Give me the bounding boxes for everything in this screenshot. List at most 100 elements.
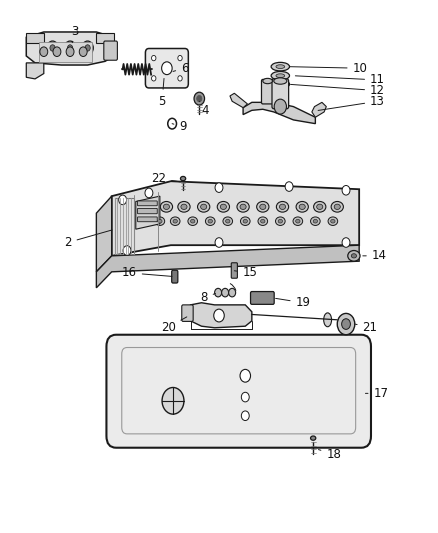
Ellipse shape (198, 201, 210, 212)
Circle shape (342, 185, 350, 195)
Circle shape (274, 99, 286, 114)
Text: 13: 13 (318, 95, 385, 110)
Circle shape (47, 41, 58, 55)
FancyBboxPatch shape (26, 33, 44, 43)
Ellipse shape (328, 217, 338, 225)
Polygon shape (230, 93, 247, 108)
Ellipse shape (220, 204, 226, 209)
Polygon shape (96, 196, 112, 272)
Ellipse shape (258, 217, 268, 225)
Circle shape (222, 288, 229, 297)
Ellipse shape (313, 220, 318, 223)
FancyBboxPatch shape (172, 270, 178, 283)
Ellipse shape (163, 204, 170, 209)
Circle shape (178, 76, 182, 81)
Ellipse shape (243, 220, 247, 223)
Circle shape (162, 387, 184, 414)
Ellipse shape (158, 220, 162, 223)
Circle shape (66, 47, 74, 56)
Ellipse shape (181, 204, 187, 209)
Text: 3: 3 (71, 26, 78, 43)
FancyBboxPatch shape (182, 305, 193, 321)
Circle shape (215, 183, 223, 192)
Ellipse shape (191, 220, 195, 223)
Circle shape (215, 238, 223, 247)
Text: 6: 6 (173, 62, 189, 75)
Text: 17: 17 (365, 387, 389, 400)
Ellipse shape (240, 204, 246, 209)
Ellipse shape (223, 217, 233, 225)
Circle shape (337, 313, 355, 335)
FancyBboxPatch shape (251, 292, 274, 304)
FancyBboxPatch shape (96, 33, 114, 43)
Ellipse shape (217, 201, 230, 212)
Text: 15: 15 (234, 266, 257, 279)
Circle shape (152, 76, 156, 81)
Ellipse shape (296, 220, 300, 223)
Polygon shape (312, 102, 326, 117)
Circle shape (82, 41, 93, 55)
Circle shape (119, 195, 127, 205)
Ellipse shape (263, 78, 272, 84)
FancyBboxPatch shape (145, 49, 188, 88)
Circle shape (162, 62, 172, 75)
Text: 22: 22 (151, 172, 180, 185)
Circle shape (285, 182, 293, 191)
Text: 4: 4 (199, 101, 209, 117)
Circle shape (241, 411, 249, 421)
Ellipse shape (311, 217, 320, 225)
Ellipse shape (188, 217, 198, 225)
FancyBboxPatch shape (106, 335, 371, 448)
Text: 21: 21 (355, 321, 378, 334)
Ellipse shape (278, 220, 283, 223)
Circle shape (214, 309, 224, 322)
FancyBboxPatch shape (138, 201, 157, 206)
Ellipse shape (240, 217, 250, 225)
Ellipse shape (276, 217, 285, 225)
Circle shape (215, 288, 222, 297)
Circle shape (85, 45, 90, 51)
Ellipse shape (331, 220, 335, 223)
Circle shape (79, 47, 87, 56)
Text: 20: 20 (161, 317, 187, 334)
Ellipse shape (299, 204, 305, 209)
Ellipse shape (271, 80, 290, 88)
Text: 16: 16 (122, 266, 172, 279)
Circle shape (194, 92, 205, 105)
Polygon shape (243, 102, 315, 124)
Circle shape (50, 45, 55, 51)
Ellipse shape (348, 251, 360, 261)
Text: 14: 14 (363, 249, 387, 262)
Ellipse shape (276, 65, 285, 68)
Circle shape (53, 47, 61, 56)
Text: 19: 19 (276, 296, 311, 309)
Ellipse shape (208, 220, 212, 223)
Ellipse shape (180, 176, 186, 181)
Circle shape (145, 188, 153, 198)
Ellipse shape (160, 201, 173, 212)
FancyBboxPatch shape (138, 208, 157, 214)
Ellipse shape (276, 74, 285, 78)
Ellipse shape (324, 313, 332, 327)
Ellipse shape (257, 201, 269, 212)
Ellipse shape (274, 78, 287, 84)
Circle shape (123, 246, 131, 255)
Ellipse shape (334, 204, 340, 209)
Ellipse shape (237, 201, 249, 212)
Circle shape (229, 288, 236, 297)
Text: 11: 11 (295, 74, 385, 86)
Ellipse shape (260, 204, 266, 209)
FancyBboxPatch shape (231, 263, 237, 278)
Ellipse shape (170, 217, 180, 225)
Polygon shape (112, 181, 359, 256)
Ellipse shape (226, 220, 230, 223)
Polygon shape (191, 303, 252, 328)
Polygon shape (26, 63, 44, 79)
FancyBboxPatch shape (261, 79, 274, 104)
Ellipse shape (311, 436, 316, 440)
Ellipse shape (279, 204, 286, 209)
Circle shape (342, 238, 350, 247)
Text: 18: 18 (318, 448, 341, 461)
Circle shape (342, 319, 350, 329)
Circle shape (40, 47, 48, 56)
